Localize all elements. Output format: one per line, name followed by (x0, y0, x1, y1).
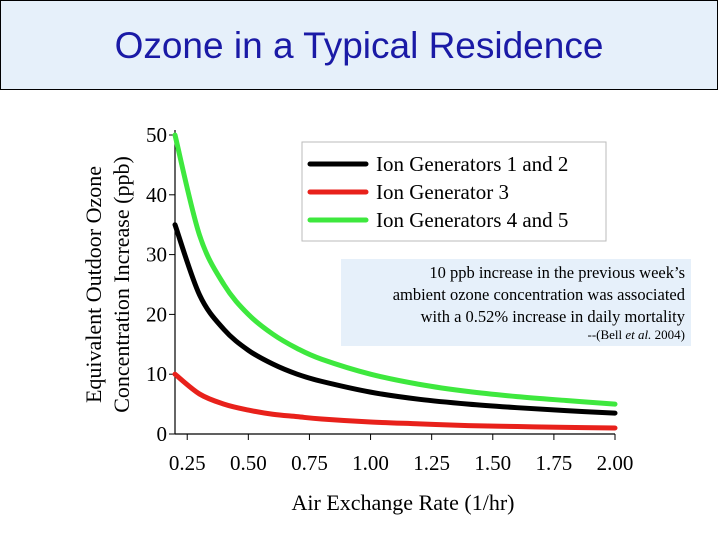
x-tick-label: 1.50 (474, 451, 511, 475)
x-tick-label: 2.00 (597, 451, 634, 475)
annotation-citation: --(Bell et al. 2004) (588, 327, 686, 342)
annotation-box: 10 ppb increase in the previous week’s a… (341, 259, 691, 346)
legend-label-1: Ion Generators 1 and 2 (376, 152, 568, 176)
x-tick-label: 1.25 (413, 451, 450, 475)
y-tick-label: 20 (146, 302, 167, 326)
annotation-line-2: ambient ozone concentration was associat… (392, 285, 685, 304)
legend-label-2: Ion Generator 3 (376, 180, 509, 204)
citation-prefix: --(Bell (587, 327, 626, 342)
legend-label-3: Ion Generators 4 and 5 (376, 208, 568, 232)
annotation-text: 10 ppb increase in the previous week’s a… (393, 262, 685, 328)
y-tick-label: 30 (146, 243, 167, 267)
slide-title: Ozone in a Typical Residence (114, 25, 604, 66)
title-banner: Ozone in a Typical Residence (0, 0, 718, 90)
y-tick-label: 0 (157, 422, 168, 446)
series-line-2 (172, 371, 618, 431)
x-tick-label: 0.25 (169, 451, 206, 475)
x-tick-label: 0.75 (291, 451, 328, 475)
x-tick-label: 1.00 (352, 451, 389, 475)
x-tick-label: 1.75 (536, 451, 573, 475)
series-line-3 (172, 132, 618, 407)
x-tick-label: 0.50 (230, 451, 267, 475)
citation-suffix: 2004) (651, 327, 685, 342)
y-tick-label: 10 (146, 362, 167, 386)
series-line-1 (172, 222, 618, 416)
y-tick-label: 50 (146, 123, 167, 147)
y-axis-label-line: Equivalent Outdoor Ozone (81, 166, 106, 403)
y-axis-label-line: Concentration Increase (ppb) (109, 156, 134, 413)
y-tick-label: 40 (146, 183, 167, 207)
annotation-line-3: with a 0.52% increase in daily mortality (420, 307, 685, 326)
citation-italic: et al. (625, 327, 652, 342)
x-axis-label: Air Exchange Rate (1/hr) (292, 490, 515, 515)
annotation-line-1: 10 ppb increase in the previous week’s (429, 263, 685, 282)
